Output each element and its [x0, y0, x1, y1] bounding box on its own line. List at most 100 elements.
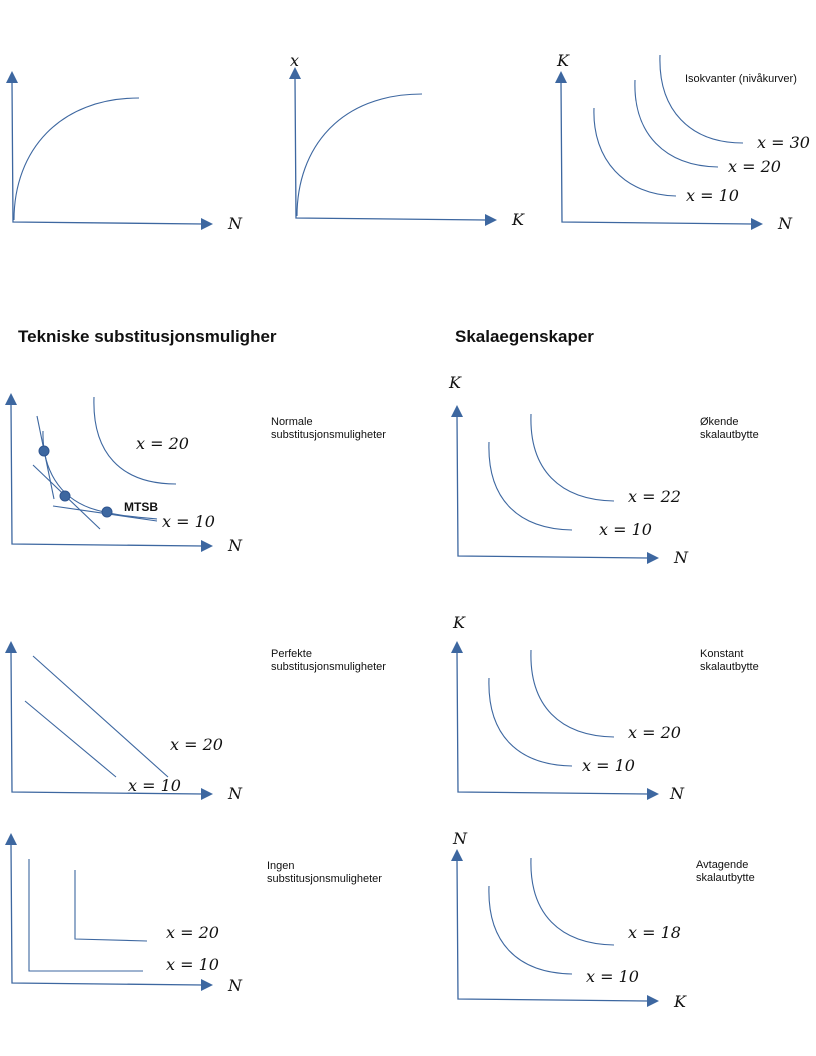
y-axis-label: K — [448, 373, 462, 392]
isoquant-label-10: x = 10 — [582, 756, 635, 775]
panel-normal-substitution: MTSB x = 20 x = 10 N Normale substitusjo… — [5, 393, 386, 555]
panel-no-substitution: x = 20 x = 10 N Ingen substitusjonsmulig… — [5, 833, 382, 995]
production-curve — [13, 97, 140, 221]
y-axis-label: N — [452, 829, 468, 848]
y-axis-arrow — [289, 67, 301, 79]
y-axis-arrow — [451, 641, 463, 653]
isoquant-label-20: x = 20 — [166, 923, 219, 942]
x-axis-label: N — [227, 536, 243, 555]
mrts-label: MTSB — [124, 500, 158, 514]
axes — [560, 81, 753, 225]
panel-increasing-returns: K N x = 22 x = 10 Økende skalautbytte — [448, 373, 759, 567]
isoquant-x10 — [28, 859, 143, 972]
heading-scale: Skalaegenskaper — [455, 327, 594, 346]
isoquant-label-10: x = 10 — [599, 520, 652, 539]
note-line-2: substitusjonsmuligheter — [271, 661, 386, 673]
x-axis-arrow — [485, 214, 497, 226]
axes — [456, 651, 649, 795]
tangent-point-3 — [101, 506, 113, 518]
production-curve — [296, 93, 423, 217]
isoquant-x20 — [74, 870, 148, 942]
y-axis-label: x — [290, 51, 299, 70]
y-axis-label: K — [452, 613, 466, 632]
panel-constant-returns: K N x = 20 x = 10 Konstant skalautbytte — [451, 613, 759, 803]
axes — [456, 859, 649, 1002]
isoquant-x20 — [530, 649, 615, 738]
isoquant-label-20: x = 20 — [136, 434, 189, 453]
isoquant-mid — [634, 79, 719, 168]
x-axis-label: N — [227, 976, 243, 995]
isoquant-label-18: x = 18 — [628, 923, 681, 942]
x-axis-arrow — [647, 788, 659, 800]
x-axis-arrow — [201, 788, 213, 800]
note-line-2: skalautbytte — [700, 429, 759, 441]
axes — [10, 651, 204, 795]
y-axis-label: K — [556, 51, 570, 70]
note-line-1: Perfekte — [271, 648, 312, 660]
x-axis-label: N — [669, 784, 685, 803]
tangent-line-1 — [36, 415, 55, 500]
y-axis-arrow — [5, 641, 17, 653]
isoquant-label-10: x = 10 — [166, 955, 219, 974]
x-axis-label: N — [227, 214, 243, 233]
x-axis-arrow — [201, 979, 213, 991]
x-axis-arrow — [647, 995, 659, 1007]
panel-perfect-substitution: x = 20 x = 10 N Perfekte substitusjonsmu… — [5, 641, 386, 803]
x-axis-arrow — [751, 218, 763, 230]
isoquant-x18 — [530, 857, 615, 946]
y-axis-arrow — [6, 71, 18, 83]
tangent-point-1 — [38, 445, 50, 457]
isoquant-x10 — [488, 677, 573, 767]
x-axis-arrow — [201, 540, 213, 552]
y-axis-arrow — [451, 405, 463, 417]
axes — [294, 77, 487, 221]
axes — [10, 403, 204, 547]
panel-decreasing-returns: N K x = 18 x = 10 Avtagende skalautbytte — [451, 829, 755, 1011]
note-line-2: substitusjonsmuligheter — [267, 873, 382, 885]
axes — [11, 81, 205, 225]
note-line-2: skalautbytte — [696, 872, 755, 884]
isoquant-label-20: x = 20 — [170, 735, 223, 754]
x-axis-label: K — [511, 210, 525, 229]
y-axis-arrow — [451, 849, 463, 861]
isoquant-label-20: x = 20 — [628, 723, 681, 742]
panel-isoquant-map: K N Isokvanter (nivåkurver) x = 30 x = 2… — [555, 51, 810, 233]
isoquant-x22 — [530, 413, 615, 502]
note-line-1: Normale — [271, 416, 313, 428]
isoquant-label-20: x = 20 — [728, 157, 781, 176]
isoquant-label-10: x = 10 — [128, 776, 181, 795]
isoquant-label-22: x = 22 — [628, 487, 681, 506]
isoquant-x20 — [32, 655, 169, 778]
isoquant-x10 — [24, 700, 117, 778]
isoquant-label-30: x = 30 — [757, 133, 810, 152]
note-line-2: skalautbytte — [700, 661, 759, 673]
isoquant-note: Isokvanter (nivåkurver) — [685, 73, 797, 85]
isoquant-label-10: x = 10 — [686, 186, 739, 205]
isoquant-high — [659, 54, 744, 144]
isoquant-x10 — [488, 441, 573, 531]
x-axis-arrow — [201, 218, 213, 230]
panel-production-k: x K — [289, 51, 525, 229]
x-axis-label: N — [227, 784, 243, 803]
y-axis-arrow — [5, 393, 17, 405]
note-line-1: Ingen — [267, 860, 295, 872]
axes — [456, 415, 649, 559]
heading-substitution: Tekniske substitusjonsmuligher — [18, 327, 277, 346]
isoquant-x10 — [488, 885, 573, 975]
y-axis-arrow — [555, 71, 567, 83]
isoquant-label-10: x = 10 — [586, 967, 639, 986]
note-line-1: Konstant — [700, 648, 743, 660]
panel-production-n: N — [6, 71, 243, 233]
x-axis-label: K — [673, 992, 687, 1011]
x-axis-arrow — [647, 552, 659, 564]
axes — [10, 843, 204, 986]
x-axis-label: N — [777, 214, 793, 233]
tangent-point-2 — [59, 490, 71, 502]
note-line-2: substitusjonsmuligheter — [271, 429, 386, 441]
note-line-1: Økende — [700, 416, 739, 428]
note-line-1: Avtagende — [696, 859, 748, 871]
isoquant-x20 — [93, 396, 177, 485]
x-axis-label: N — [673, 548, 689, 567]
isoquant-label-10: x = 10 — [162, 512, 215, 531]
